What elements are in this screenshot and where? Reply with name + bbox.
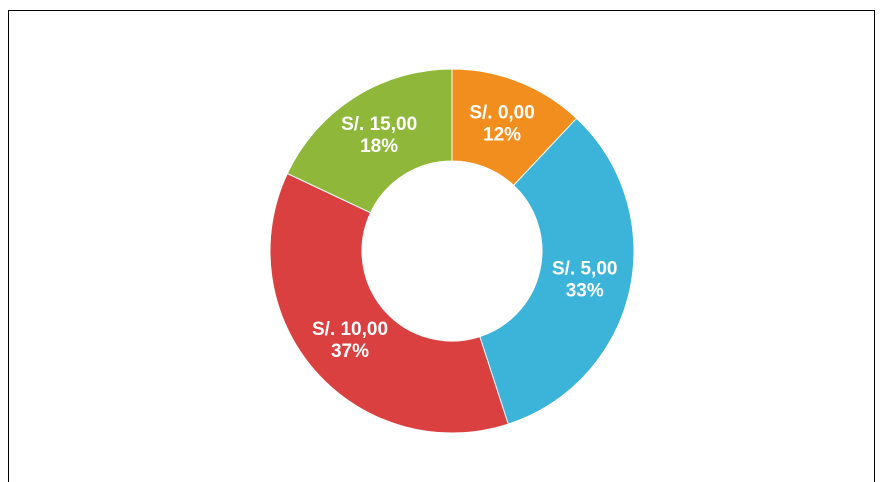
slice-value-label: 18% [360,136,398,157]
slice-value-label: 12% [483,125,521,146]
slice-category-label: S/. 0,00 [469,103,535,124]
slice-category-label: S/. 15,00 [341,114,417,135]
donut-slice [286,68,453,214]
slice-category-label: S/. 10,00 [312,319,388,340]
donut-slice [269,172,509,434]
slice-value-label: 33% [566,281,604,302]
chart-frame [8,10,875,482]
slice-value-label: 37% [331,341,369,362]
slice-category-label: S/. 5,00 [552,259,618,280]
donut [269,68,635,434]
donut-slice [479,117,635,425]
